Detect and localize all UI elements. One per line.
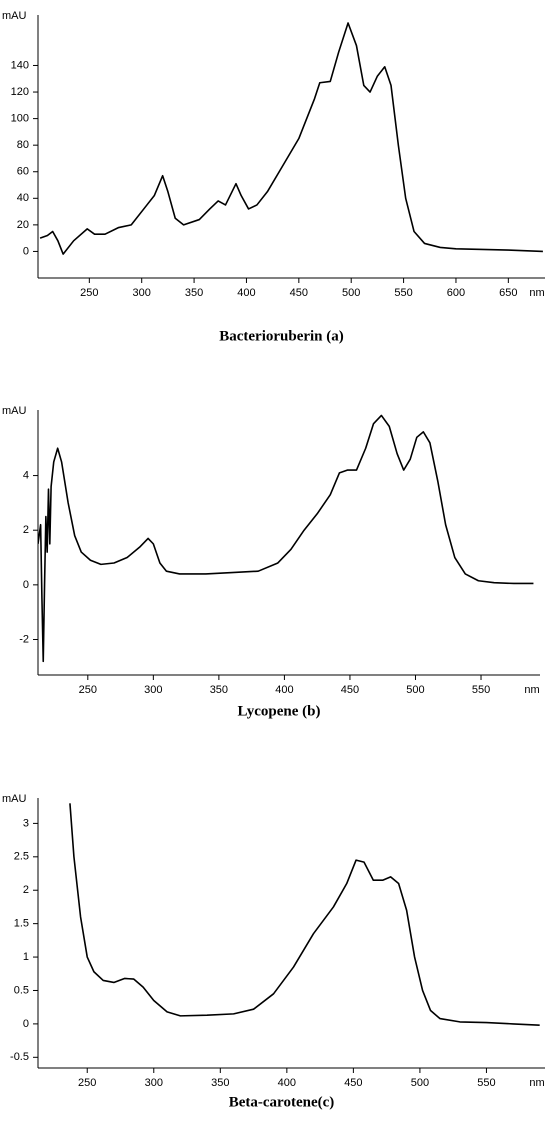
y-tick-label: 100: [11, 113, 29, 125]
y-tick-label: 40: [17, 192, 29, 204]
x-tick-label: 500: [411, 1077, 429, 1089]
x-tick-label: 350: [210, 684, 228, 696]
plot-area: [39, 22, 543, 255]
x-tick-label: 550: [472, 684, 490, 696]
y-tick-label: 3: [23, 817, 29, 829]
x-tick-label: 500: [406, 684, 424, 696]
y-tick-label: 20: [17, 219, 29, 231]
x-axis-label: nm: [524, 684, 539, 696]
x-tick-label: 300: [144, 684, 162, 696]
x-tick-label: 400: [275, 684, 293, 696]
y-tick-label: 0: [23, 1018, 29, 1030]
x-tick-label: 600: [447, 287, 465, 299]
chart-caption: Lycopene (b): [238, 703, 321, 719]
plot-area: [69, 803, 540, 1027]
chart-caption: Bacterioruberin (a): [219, 328, 344, 344]
y-tick-label: 2.5: [14, 851, 29, 863]
x-tick-label: 300: [145, 1077, 163, 1089]
y-axis-label: mAU: [2, 793, 27, 805]
x-tick-label: 400: [237, 287, 255, 299]
y-tick-label: 4: [23, 469, 29, 481]
x-tick-label: 250: [80, 287, 98, 299]
y-tick-label: 80: [17, 139, 29, 151]
y-tick-label: 0: [23, 245, 29, 257]
x-tick-label: 450: [344, 1077, 362, 1089]
y-tick-label: 0.5: [14, 984, 29, 996]
x-axis-label: nm: [529, 1077, 544, 1089]
x-tick-label: 450: [290, 287, 308, 299]
y-tick-label: -0.5: [10, 1051, 29, 1063]
y-axis-label: mAU: [2, 405, 27, 417]
x-tick-label: 400: [278, 1077, 296, 1089]
y-tick-label: 60: [17, 166, 29, 178]
y-tick-label: 2: [23, 524, 29, 536]
spectrum-line: [38, 414, 534, 663]
x-tick-label: 350: [211, 1077, 229, 1089]
x-tick-label: 450: [341, 684, 359, 696]
x-tick-label: 250: [79, 684, 97, 696]
y-tick-label: -2: [19, 633, 29, 645]
x-tick-label: 550: [477, 1077, 495, 1089]
spectrum-line: [69, 803, 540, 1027]
x-tick-label: 350: [185, 287, 203, 299]
chart-caption: Beta-carotene(c): [229, 1094, 335, 1110]
x-tick-label: 300: [133, 287, 151, 299]
x-tick-label: 650: [499, 287, 517, 299]
y-tick-label: 2: [23, 884, 29, 896]
plot-area: [38, 414, 534, 663]
y-axis-label: mAU: [2, 10, 27, 22]
x-tick-label: 250: [78, 1077, 96, 1089]
spectrum-line: [39, 22, 543, 255]
y-tick-label: 140: [11, 59, 29, 71]
y-tick-label: 1: [23, 951, 29, 963]
x-axis-label: nm: [529, 287, 544, 299]
y-tick-label: 120: [11, 86, 29, 98]
x-tick-label: 500: [342, 287, 360, 299]
y-tick-label: 1.5: [14, 918, 29, 930]
y-tick-label: 0: [23, 579, 29, 591]
x-tick-label: 550: [394, 287, 412, 299]
